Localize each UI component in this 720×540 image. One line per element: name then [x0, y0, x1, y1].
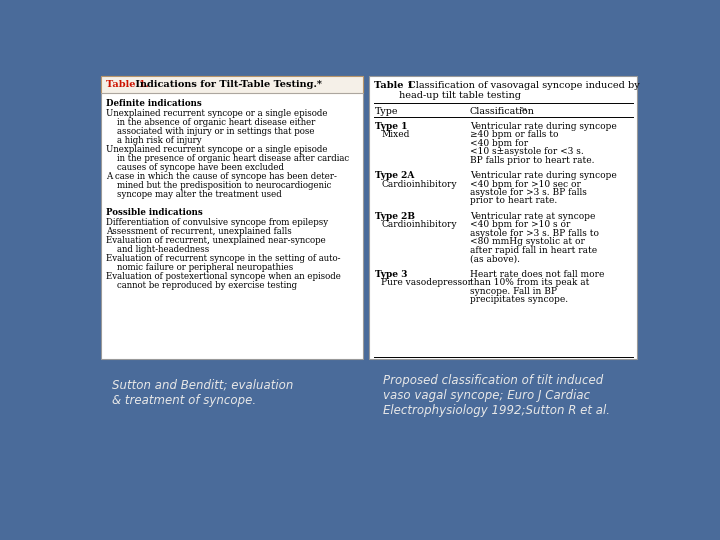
Text: Unexplained recurrent syncope or a single episode: Unexplained recurrent syncope or a singl…: [107, 145, 328, 154]
Text: <40 bpm for: <40 bpm for: [469, 139, 528, 148]
Text: mined but the predisposition to neurocardiogenic: mined but the predisposition to neurocar…: [117, 181, 331, 190]
Text: syncope. Fall in BP: syncope. Fall in BP: [469, 287, 557, 295]
Text: prior to heart rate.: prior to heart rate.: [469, 197, 557, 206]
Text: and light-headedness: and light-headedness: [117, 245, 210, 254]
Text: Proposed classification of tilt induced
vaso vagal syncope; Euro J Cardiac
Elect: Proposed classification of tilt induced …: [383, 374, 610, 417]
Text: Type 3: Type 3: [375, 269, 408, 279]
Text: nomic failure or peripheral neuropathies: nomic failure or peripheral neuropathies: [117, 263, 293, 272]
Text: precipitates syncope.: precipitates syncope.: [469, 295, 568, 304]
Text: Evaluation of postexertional syncope when an episode: Evaluation of postexertional syncope whe…: [107, 272, 341, 281]
Text: Ventricular rate at syncope: Ventricular rate at syncope: [469, 212, 595, 221]
Text: cannot be reproduced by exercise testing: cannot be reproduced by exercise testing: [117, 281, 297, 290]
Text: Type: Type: [375, 107, 399, 116]
Text: Indications for Tilt-Table Testing.*: Indications for Tilt-Table Testing.*: [132, 79, 322, 89]
Text: Heart rate does not fall more: Heart rate does not fall more: [469, 269, 604, 279]
Text: in the absence of organic heart disease either: in the absence of organic heart disease …: [117, 118, 315, 126]
Text: a high risk of injury: a high risk of injury: [117, 136, 202, 145]
Text: ≥40 bpm or falls to: ≥40 bpm or falls to: [469, 130, 558, 139]
Text: <80 mmHg systolic at or: <80 mmHg systolic at or: [469, 237, 585, 246]
Text: <10 s±asystole for <3 s.: <10 s±asystole for <3 s.: [469, 147, 583, 156]
Text: Ventricular rate during syncope: Ventricular rate during syncope: [469, 171, 616, 180]
Text: Evaluation of recurrent, unexplained near-syncope: Evaluation of recurrent, unexplained nea…: [107, 236, 326, 245]
Text: associated with injury or in settings that pose: associated with injury or in settings th…: [117, 127, 315, 136]
Text: Differentiation of convulsive syncope from epilepsy: Differentiation of convulsive syncope fr…: [107, 218, 328, 227]
Text: Assessment of recurrent, unexplained falls: Assessment of recurrent, unexplained fal…: [107, 227, 292, 235]
Text: Pure vasodepressor: Pure vasodepressor: [382, 278, 472, 287]
Text: Table 1: Table 1: [374, 81, 414, 90]
Text: than 10% from its peak at: than 10% from its peak at: [469, 278, 589, 287]
Text: <40 bpm for >10 sec or: <40 bpm for >10 sec or: [469, 179, 580, 188]
Text: Type 2B: Type 2B: [375, 212, 415, 221]
FancyBboxPatch shape: [369, 76, 637, 359]
Text: asystole for >3 s. BP falls: asystole for >3 s. BP falls: [469, 188, 587, 197]
FancyBboxPatch shape: [101, 76, 363, 359]
Text: BP falls prior to heart rate.: BP falls prior to heart rate.: [469, 156, 594, 165]
Text: Classification of vasovagal syncope induced by
head-up tilt table testing: Classification of vasovagal syncope indu…: [399, 81, 640, 100]
Text: Evaluation of recurrent syncope in the setting of auto-: Evaluation of recurrent syncope in the s…: [107, 254, 341, 263]
Text: <40 bpm for >10 s or: <40 bpm for >10 s or: [469, 220, 570, 230]
Text: Ventricular rate during syncope: Ventricular rate during syncope: [469, 122, 616, 131]
Text: (as above).: (as above).: [469, 254, 520, 263]
Text: 5a: 5a: [519, 107, 527, 112]
Text: syncope may alter the treatment used: syncope may alter the treatment used: [117, 190, 282, 199]
Text: Classification: Classification: [469, 107, 535, 116]
Text: Mixed: Mixed: [382, 130, 410, 139]
FancyBboxPatch shape: [101, 76, 363, 92]
Text: Cardioinhibitory: Cardioinhibitory: [382, 179, 457, 188]
Text: Definite indications: Definite indications: [107, 99, 202, 109]
Text: Table 1.: Table 1.: [106, 79, 148, 89]
Text: after rapid fall in heart rate: after rapid fall in heart rate: [469, 246, 597, 255]
Text: causes of syncope have been excluded: causes of syncope have been excluded: [117, 163, 284, 172]
Text: Cardioinhibitory: Cardioinhibitory: [382, 220, 457, 230]
Text: in the presence of organic heart disease after cardiac: in the presence of organic heart disease…: [117, 154, 349, 163]
Text: A case in which the cause of syncope has been deter-: A case in which the cause of syncope has…: [107, 172, 337, 181]
Text: Sutton and Benditt; evaluation
& treatment of syncope.: Sutton and Benditt; evaluation & treatme…: [112, 379, 293, 407]
Text: asystole for >3 s. BP falls to: asystole for >3 s. BP falls to: [469, 229, 599, 238]
Text: Type 2A: Type 2A: [375, 171, 415, 180]
Text: Possible indications: Possible indications: [107, 208, 203, 218]
Text: Type 1: Type 1: [375, 122, 408, 131]
Text: Unexplained recurrent syncope or a single episode: Unexplained recurrent syncope or a singl…: [107, 109, 328, 118]
